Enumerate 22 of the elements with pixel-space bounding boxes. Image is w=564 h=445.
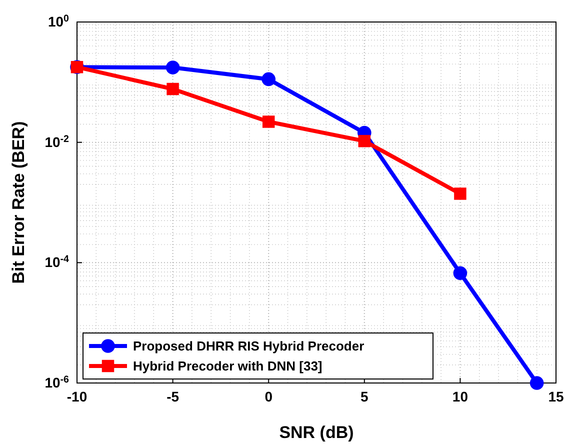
point [166, 60, 180, 74]
point [166, 82, 179, 96]
y-tick-label: 10$^{-2}$ [44, 133, 70, 150]
x-tick-label: -5 [166, 388, 180, 404]
y-axis-title: Bit Error Rate (BER) [9, 121, 28, 284]
point [530, 376, 544, 390]
point [358, 134, 371, 148]
point [454, 188, 466, 200]
x-tick-label: -10 [66, 388, 88, 404]
x-tick-label: 0 [264, 388, 273, 404]
point [262, 116, 275, 128]
y-tick-label: 10$^{-4}$ [44, 254, 70, 270]
x-tick-label: 5 [360, 388, 368, 404]
point [453, 266, 468, 280]
x-tick-label: 10 [452, 388, 468, 404]
point [262, 72, 276, 86]
legend-label: Proposed DHRR RIS Hybrid Precoder [133, 338, 364, 354]
x-tick-label: 15 [548, 388, 564, 404]
legend-label: Hybrid Precoder with DNN [33] [133, 358, 322, 374]
y-tick-label: 10$^{0}$ [48, 12, 70, 30]
y-tick-label: 10$^{-6}$ [44, 374, 70, 390]
x-axis-title: SNR (dB) [279, 423, 354, 442]
